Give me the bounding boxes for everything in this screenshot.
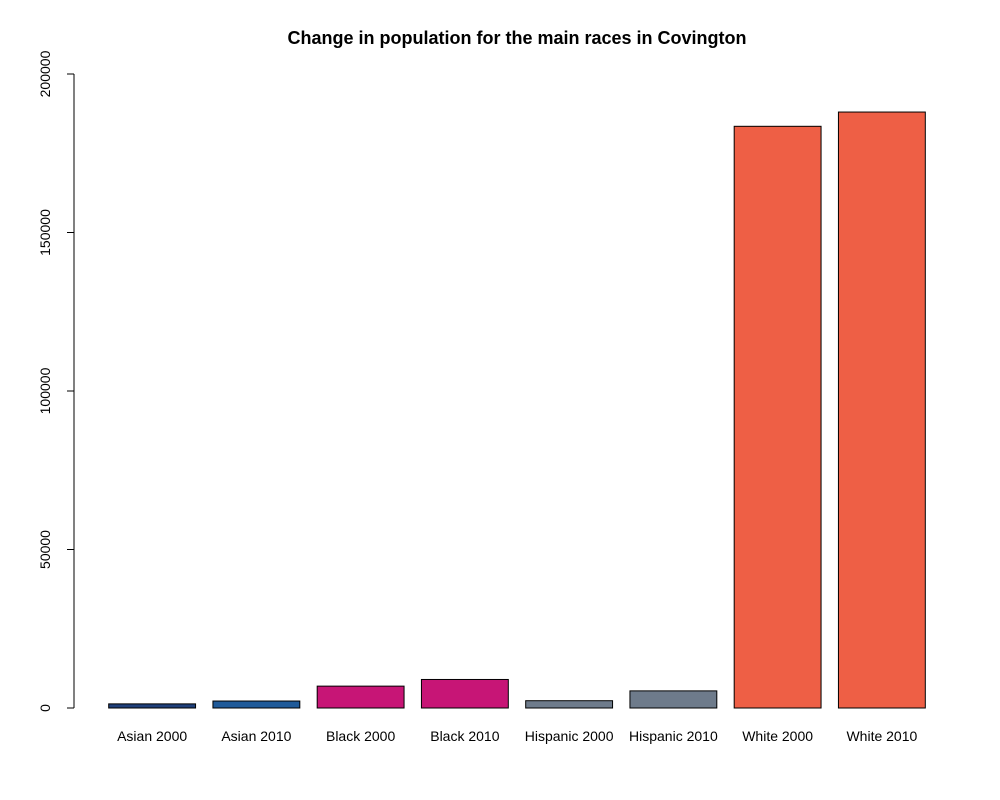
bars-group bbox=[108, 111, 926, 709]
bar bbox=[212, 700, 301, 709]
bar bbox=[629, 690, 718, 709]
y-axis: 0 50000 100000 150000 200000 bbox=[37, 50, 74, 712]
y-tick-label: 0 bbox=[37, 704, 53, 712]
x-category-label: Asian 2010 bbox=[221, 728, 291, 744]
y-tick-label: 100000 bbox=[37, 367, 53, 414]
x-category-label: Black 2000 bbox=[326, 728, 395, 744]
bar bbox=[525, 700, 614, 709]
x-category-label: Asian 2000 bbox=[117, 728, 187, 744]
x-category-label: White 2010 bbox=[846, 728, 917, 744]
x-category-label: Black 2010 bbox=[430, 728, 499, 744]
bar bbox=[733, 125, 822, 709]
x-axis-labels: Asian 2000 Asian 2010 Black 2000 Black 2010… bbox=[117, 728, 917, 744]
bar bbox=[420, 678, 509, 709]
y-tick-label: 150000 bbox=[37, 209, 53, 256]
bar bbox=[316, 685, 405, 709]
chart-title: Change in population for the main races … bbox=[287, 28, 746, 48]
y-tick-label: 50000 bbox=[37, 530, 53, 569]
x-category-label: Hispanic 2010 bbox=[629, 728, 718, 744]
x-category-label: Hispanic 2000 bbox=[525, 728, 614, 744]
y-tick-label: 200000 bbox=[37, 50, 53, 97]
bar bbox=[108, 703, 197, 709]
x-category-label: White 2000 bbox=[742, 728, 813, 744]
bar bbox=[837, 111, 926, 709]
